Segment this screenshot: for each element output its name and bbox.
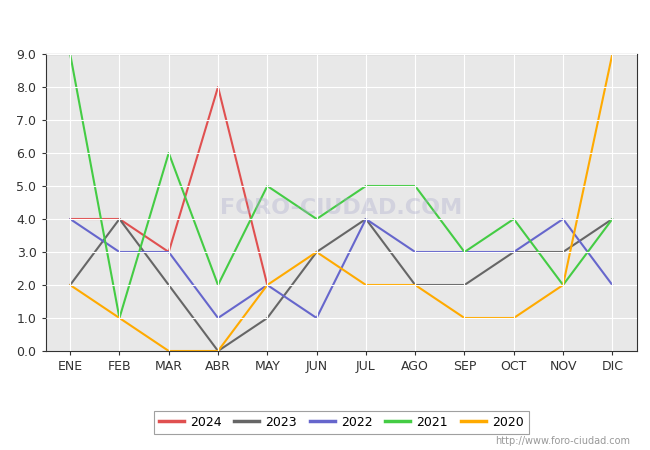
2022 bbox=[559, 216, 567, 222]
2022 bbox=[214, 315, 222, 321]
2020 bbox=[461, 315, 469, 321]
2020 bbox=[510, 315, 517, 321]
2023 bbox=[66, 282, 74, 288]
2023 bbox=[116, 216, 124, 222]
2021 bbox=[313, 216, 320, 222]
2020 bbox=[66, 282, 74, 288]
2022 bbox=[510, 249, 517, 255]
2022 bbox=[461, 249, 469, 255]
2023 bbox=[214, 348, 222, 354]
2022 bbox=[362, 216, 370, 222]
2022 bbox=[66, 216, 74, 222]
2021 bbox=[165, 150, 173, 156]
2023 bbox=[608, 216, 616, 222]
Text: http://www.foro-ciudad.com: http://www.foro-ciudad.com bbox=[495, 436, 630, 446]
2023 bbox=[362, 216, 370, 222]
2020 bbox=[362, 282, 370, 288]
Line: 2021: 2021 bbox=[70, 54, 612, 318]
2021 bbox=[510, 216, 517, 222]
Legend: 2024, 2023, 2022, 2021, 2020: 2024, 2023, 2022, 2021, 2020 bbox=[154, 411, 528, 434]
2024 bbox=[116, 216, 124, 222]
2021 bbox=[116, 315, 124, 321]
2021 bbox=[461, 249, 469, 255]
Line: 2024: 2024 bbox=[70, 87, 267, 285]
2021 bbox=[608, 216, 616, 222]
2023 bbox=[165, 282, 173, 288]
2020 bbox=[116, 315, 124, 321]
2022 bbox=[165, 249, 173, 255]
Text: FORO-CIUDAD.COM: FORO-CIUDAD.COM bbox=[220, 198, 462, 218]
Text: Matriculaciones de Vehiculos en Lalueza: Matriculaciones de Vehiculos en Lalueza bbox=[143, 11, 507, 29]
2023 bbox=[411, 282, 419, 288]
2022 bbox=[411, 249, 419, 255]
2021 bbox=[66, 51, 74, 57]
Line: 2023: 2023 bbox=[70, 219, 612, 351]
2020 bbox=[608, 51, 616, 57]
2024 bbox=[66, 216, 74, 222]
2020 bbox=[214, 348, 222, 354]
2020 bbox=[313, 249, 320, 255]
2020 bbox=[165, 348, 173, 354]
2021 bbox=[263, 183, 271, 189]
2020 bbox=[559, 282, 567, 288]
2021 bbox=[214, 282, 222, 288]
2024 bbox=[214, 84, 222, 90]
2020 bbox=[263, 282, 271, 288]
2024 bbox=[165, 249, 173, 255]
2023 bbox=[510, 249, 517, 255]
2021 bbox=[559, 282, 567, 288]
2022 bbox=[263, 282, 271, 288]
Line: 2022: 2022 bbox=[70, 219, 612, 318]
2020 bbox=[411, 282, 419, 288]
Line: 2020: 2020 bbox=[70, 54, 612, 351]
2023 bbox=[263, 315, 271, 321]
2022 bbox=[608, 282, 616, 288]
2023 bbox=[461, 282, 469, 288]
2023 bbox=[313, 249, 320, 255]
2024 bbox=[263, 282, 271, 288]
2023 bbox=[559, 249, 567, 255]
2021 bbox=[411, 183, 419, 189]
2022 bbox=[313, 315, 320, 321]
2021 bbox=[362, 183, 370, 189]
2022 bbox=[116, 249, 124, 255]
